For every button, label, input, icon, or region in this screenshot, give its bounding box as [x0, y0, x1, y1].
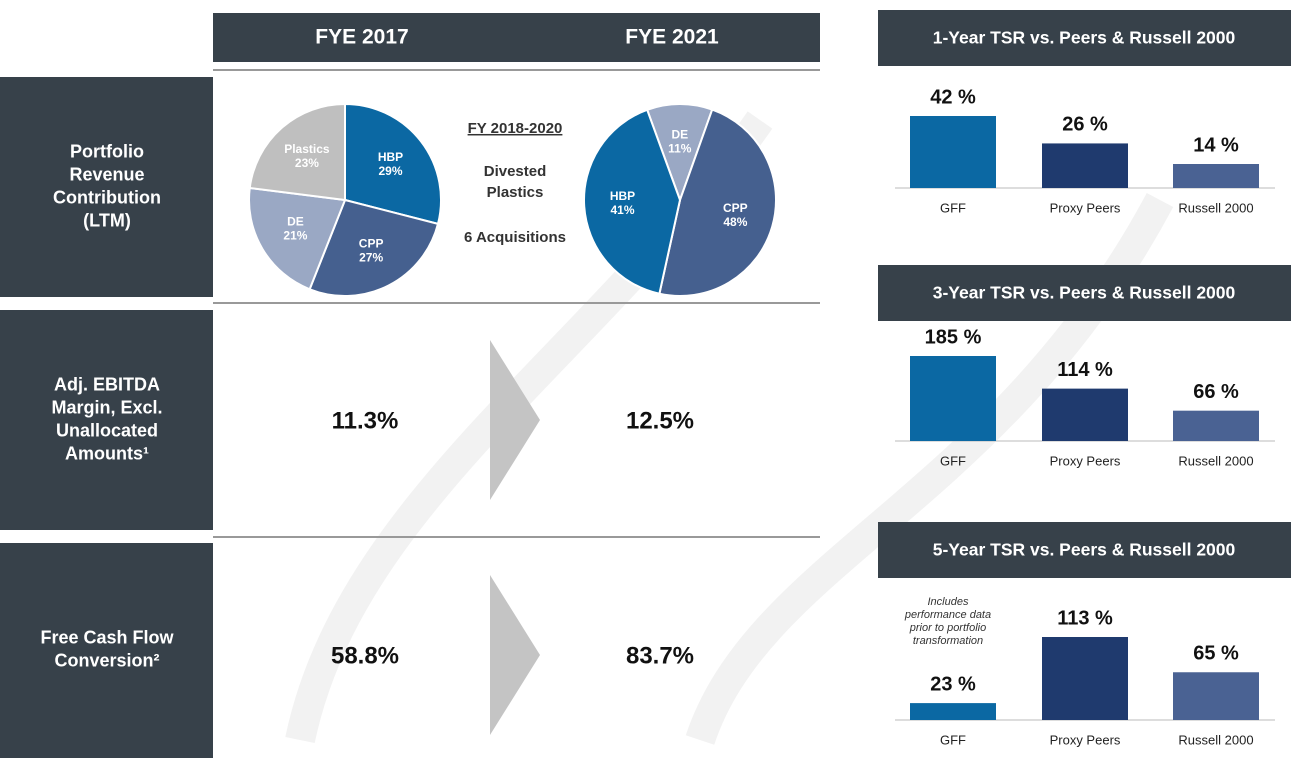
pie-slice — [308, 198, 440, 297]
category-label: Russell 2000 — [1178, 200, 1253, 215]
slice-label: Plastics — [284, 142, 330, 156]
annotation: Includes — [928, 596, 969, 608]
slice-label: HBP — [378, 150, 403, 164]
annotation: transformation — [913, 635, 983, 647]
category-label: GFF — [940, 200, 966, 215]
column-header: FYE 2017 — [315, 26, 408, 49]
bar — [1042, 637, 1128, 720]
middle-text: Divested — [484, 163, 547, 180]
bar-value-label: 23 % — [930, 673, 976, 695]
slice-value: 41% — [611, 203, 635, 217]
arrow — [490, 340, 540, 500]
slice-value: 48% — [723, 215, 747, 229]
bar — [1173, 164, 1259, 188]
slice-value: 23% — [295, 156, 319, 170]
arrow — [490, 575, 540, 735]
bar — [910, 703, 996, 720]
row-label: Contribution — [53, 187, 161, 207]
column-header-bar — [213, 13, 820, 62]
bar-value-label: 65 % — [1193, 643, 1239, 665]
bar — [1042, 388, 1128, 441]
row-header — [0, 543, 213, 758]
slice-label: CPP — [359, 236, 384, 250]
pie-slice — [658, 108, 777, 297]
chart-title: 5-Year TSR vs. Peers & Russell 2000 — [933, 540, 1236, 560]
cell-value: 58.8% — [331, 642, 399, 669]
middle-text: 6 Acquisitions — [464, 229, 566, 246]
bar-value-label: 66 % — [1193, 381, 1239, 403]
slice-label: HBP — [610, 189, 635, 203]
row-label: (LTM) — [83, 210, 131, 230]
middle-text: Plastics — [487, 184, 544, 201]
middle-heading: FY 2018-2020 — [468, 120, 563, 137]
bar — [1173, 410, 1259, 441]
slice-value: 27% — [359, 250, 383, 264]
cell-value: 12.5% — [626, 407, 694, 434]
slice-value: 21% — [283, 228, 307, 242]
cell-value: 83.7% — [626, 642, 694, 669]
column-header: FYE 2021 — [625, 26, 719, 49]
slice-label: DE — [671, 128, 688, 142]
bar — [1173, 672, 1259, 720]
row-header — [0, 77, 213, 297]
annotation: prior to portfolio — [909, 622, 986, 634]
row-label: Unallocated — [56, 420, 158, 440]
bar-value-label: 114 % — [1057, 359, 1113, 381]
category-label: Russell 2000 — [1178, 453, 1253, 468]
chart-title-bar — [878, 265, 1291, 321]
pie-slice — [248, 102, 346, 202]
pie-slice — [248, 186, 347, 291]
row-header — [0, 310, 213, 530]
bar-value-label: 113 % — [1057, 607, 1113, 629]
annotation: performance data — [904, 609, 991, 621]
bar — [910, 356, 996, 441]
chart-title: 1-Year TSR vs. Peers & Russell 2000 — [933, 28, 1236, 48]
bar-value-label: 14 % — [1193, 134, 1239, 156]
category-label: GFF — [940, 732, 966, 747]
category-label: Proxy Peers — [1050, 732, 1121, 747]
pie-slice — [583, 108, 682, 295]
cell-value: 11.3% — [332, 407, 399, 434]
slice-label: DE — [287, 214, 304, 228]
category-label: GFF — [940, 453, 966, 468]
row-label: Portfolio — [70, 141, 144, 161]
bar — [910, 116, 996, 188]
chart-title-bar — [878, 10, 1291, 66]
category-label: Proxy Peers — [1050, 200, 1121, 215]
category-label: Proxy Peers — [1050, 453, 1121, 468]
chart-title: 3-Year TSR vs. Peers & Russell 2000 — [933, 283, 1236, 303]
row-label: Conversion² — [54, 650, 159, 670]
slice-value: 11% — [668, 142, 692, 156]
bar-value-label: 185 % — [925, 326, 982, 348]
bar — [1042, 143, 1128, 188]
pie-slice — [645, 103, 714, 203]
pie-slice — [344, 102, 442, 226]
row-label: Adj. EBITDA — [54, 374, 160, 394]
row-label: Revenue — [69, 164, 144, 184]
category-label: Russell 2000 — [1178, 732, 1253, 747]
row-label: Margin, Excl. — [51, 397, 162, 417]
slice-value: 29% — [378, 164, 402, 178]
slice-label: CPP — [723, 201, 748, 215]
bar-value-label: 26 % — [1062, 114, 1108, 136]
row-label: Amounts¹ — [65, 443, 149, 463]
row-label: Free Cash Flow — [40, 627, 174, 647]
bar-value-label: 42 % — [930, 86, 976, 108]
chart-title-bar — [878, 522, 1291, 578]
